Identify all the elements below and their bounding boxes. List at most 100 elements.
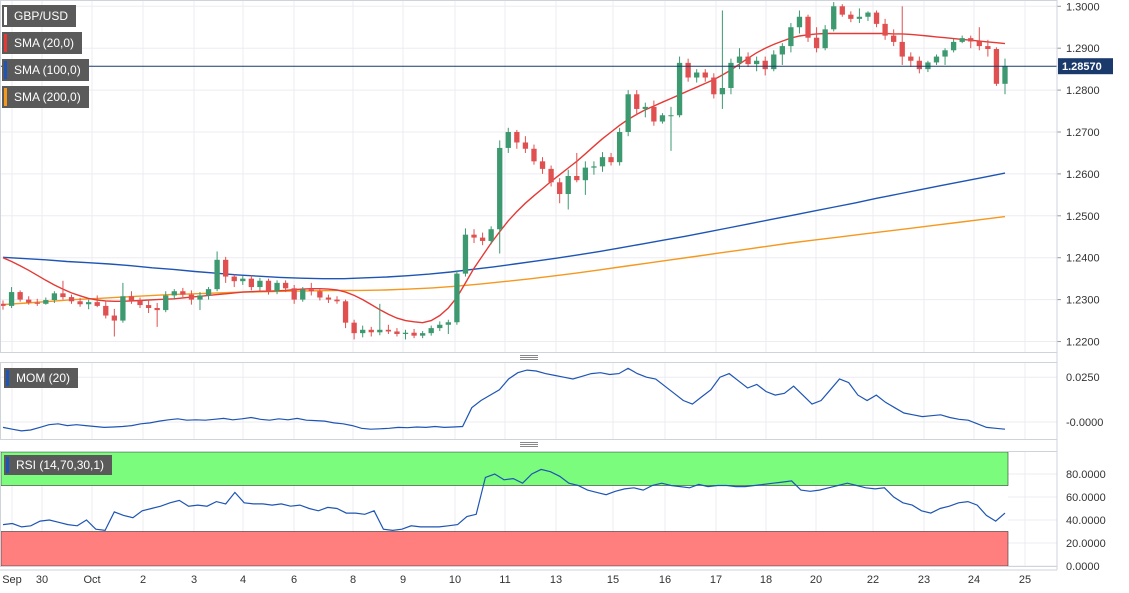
candle-body[interactable] (428, 328, 434, 334)
candle-body[interactable] (582, 167, 589, 181)
candle-body[interactable] (77, 301, 83, 305)
candle-body[interactable] (419, 333, 426, 336)
candle-body[interactable] (282, 282, 289, 289)
candle-body[interactable] (531, 148, 537, 162)
panel-resize-handle[interactable] (520, 446, 538, 447)
candle-body[interactable] (882, 23, 888, 36)
candle-body[interactable] (454, 273, 460, 323)
candle-body[interactable] (325, 297, 332, 300)
candle-body[interactable] (779, 46, 785, 55)
candle-body[interactable] (223, 259, 229, 277)
candle-body[interactable] (950, 41, 957, 51)
candle-body[interactable] (916, 60, 923, 70)
candle-body[interactable] (574, 176, 580, 181)
candle-body[interactable] (505, 132, 511, 148)
candle-body[interactable] (796, 16, 803, 28)
candle-body[interactable] (351, 322, 357, 334)
rsi-panel[interactable] (0, 451, 1009, 567)
candle-body[interactable] (488, 229, 494, 241)
candle-body[interactable] (60, 293, 66, 298)
legend-mom[interactable]: MOM (20) (4, 368, 78, 388)
candle-body[interactable] (163, 295, 169, 311)
candle-body[interactable] (85, 302, 92, 305)
candle-body[interactable] (265, 280, 272, 292)
candle-body[interactable] (942, 50, 948, 57)
momentum-panel[interactable] (2, 367, 1006, 432)
candle-body[interactable] (291, 288, 297, 300)
candle-body[interactable] (377, 329, 383, 333)
legend-rsi[interactable]: RSI (14,70,30,1) (4, 455, 113, 475)
candle-body[interactable] (274, 282, 280, 292)
candle-body[interactable] (539, 161, 546, 169)
candle-body[interactable] (856, 16, 863, 19)
candle-body[interactable] (719, 88, 726, 95)
candle-body[interactable] (111, 315, 117, 321)
candle-body[interactable] (608, 157, 614, 163)
candle-body[interactable] (968, 38, 974, 42)
candle-body[interactable] (205, 289, 212, 296)
candle-body[interactable] (394, 331, 400, 334)
candle-body[interactable] (865, 12, 871, 17)
candle-body[interactable] (753, 60, 760, 65)
candle-body[interactable] (891, 35, 897, 42)
candle-body[interactable] (51, 293, 58, 301)
panel-resize-handle[interactable] (520, 442, 538, 443)
panel-resize-handle[interactable] (520, 357, 538, 358)
candle-body[interactable] (634, 94, 640, 109)
candle-body[interactable] (599, 157, 606, 167)
candle-body[interactable] (565, 176, 571, 195)
candle-body[interactable] (736, 56, 743, 63)
candle-body[interactable] (642, 106, 648, 109)
candle-body[interactable] (360, 329, 366, 334)
candle-body[interactable] (437, 324, 443, 329)
candle-body[interactable] (462, 234, 469, 274)
candle-body[interactable] (899, 41, 905, 57)
candle-body[interactable] (342, 301, 349, 323)
candle-body[interactable] (762, 60, 768, 70)
legend-sma100[interactable]: SMA (100,0) (2, 59, 89, 81)
candle-body[interactable] (788, 27, 794, 47)
candle-body[interactable] (308, 289, 314, 292)
candle-body[interactable] (197, 295, 203, 300)
candle-body[interactable] (214, 259, 220, 290)
candle-body[interactable] (514, 132, 520, 143)
candle-body[interactable] (694, 72, 700, 78)
candle-body[interactable] (822, 29, 828, 49)
candle-body[interactable] (368, 329, 374, 333)
candle-body[interactable] (933, 56, 940, 63)
candle-body[interactable] (728, 62, 734, 88)
candle-body[interactable] (317, 291, 323, 298)
candle-body[interactable] (959, 38, 965, 42)
candle-body[interactable] (334, 299, 340, 302)
candle-body[interactable] (257, 280, 263, 288)
candle-body[interactable] (68, 297, 75, 302)
candle-body[interactable] (94, 302, 100, 306)
candle-body[interactable] (34, 302, 40, 304)
candle-body[interactable] (813, 37, 820, 49)
candle-body[interactable] (171, 291, 177, 296)
price-panel[interactable] (0, 2, 1057, 340)
candle-body[interactable] (805, 16, 811, 38)
candle-body[interactable] (548, 168, 554, 183)
candle-body[interactable] (385, 329, 392, 332)
candle-body[interactable] (445, 322, 451, 325)
candle-body[interactable] (411, 332, 417, 336)
candle-body[interactable] (591, 166, 597, 168)
candle-body[interactable] (248, 278, 255, 288)
candle-body[interactable] (976, 41, 982, 47)
candle-body[interactable] (848, 14, 854, 19)
candle-body[interactable] (831, 6, 837, 30)
candle-body[interactable] (479, 237, 486, 241)
candle-body[interactable] (702, 72, 708, 78)
candle-body[interactable] (26, 299, 32, 303)
candle-body[interactable] (240, 278, 246, 282)
candle-body[interactable] (145, 305, 152, 308)
candle-body[interactable] (557, 182, 563, 195)
candle-body[interactable] (676, 62, 683, 116)
candle-body[interactable] (231, 276, 237, 282)
candle-body[interactable] (651, 106, 657, 122)
candle-body[interactable] (103, 305, 109, 316)
candle-body[interactable] (659, 115, 666, 122)
candle-body[interactable] (471, 234, 477, 238)
